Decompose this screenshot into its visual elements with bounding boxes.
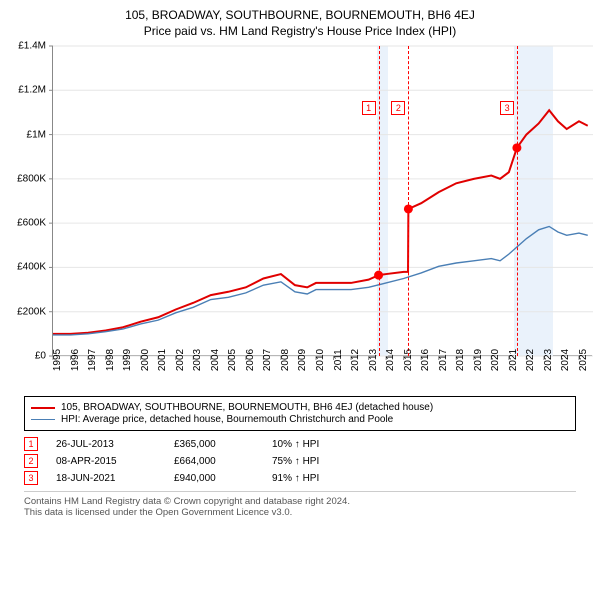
footer-line-2: This data is licensed under the Open Gov… [24, 507, 576, 518]
x-tick-label: 2018 [455, 349, 466, 371]
x-tick-label: 1997 [87, 349, 98, 371]
x-tick-label: 2009 [297, 349, 308, 371]
x-tick-label: 2016 [420, 349, 431, 371]
x-tick-label: 2021 [508, 349, 519, 371]
transaction-delta: 10% ↑ HPI [272, 439, 576, 450]
transaction-price: £365,000 [174, 439, 254, 450]
x-tick-label: 2006 [245, 349, 256, 371]
x-tick-label: 2002 [175, 349, 186, 371]
transaction-date: 08-APR-2015 [56, 456, 156, 467]
x-tick-label: 2010 [315, 349, 326, 371]
legend-label-1: 105, BROADWAY, SOUTHBOURNE, BOURNEMOUTH,… [61, 402, 433, 413]
chart-area: 123 £0£200K£400K£600K£800K£1M£1.2M£1.4M … [52, 46, 592, 386]
footer-line-1: Contains HM Land Registry data © Crown c… [24, 496, 576, 507]
x-tick-label: 2000 [140, 349, 151, 371]
legend: 105, BROADWAY, SOUTHBOURNE, BOURNEMOUTH,… [24, 396, 576, 431]
x-tick-label: 2019 [473, 349, 484, 371]
series-price_paid [53, 110, 588, 334]
x-tick-label: 1998 [105, 349, 116, 371]
x-tick-label: 2023 [543, 349, 554, 371]
x-tick-label: 1996 [70, 349, 81, 371]
footer: Contains HM Land Registry data © Crown c… [24, 491, 576, 518]
x-tick-label: 2024 [560, 349, 571, 371]
transaction-marker-3: 3 [500, 101, 514, 115]
x-tick-label: 1995 [52, 349, 63, 371]
x-tick-label: 2015 [403, 349, 414, 371]
transaction-price: £664,000 [174, 456, 254, 467]
plot-svg [53, 46, 593, 356]
y-tick-label: £1.2M [18, 85, 46, 96]
plot-region: 1 2 3 [52, 46, 592, 356]
legend-label-2: HPI: Average price, detached house, Bour… [61, 414, 393, 425]
chart-container: 105, BROADWAY, SOUTHBOURNE, BOURNEMOUTH,… [0, 0, 600, 590]
transaction-price: £940,000 [174, 473, 254, 484]
x-tick-label: 2003 [192, 349, 203, 371]
transactions-table: 1 26-JUL-2013 £365,000 10% ↑ HPI 2 08-APR-201… [24, 437, 576, 485]
transaction-marker-icon: 3 [24, 471, 38, 485]
transaction-marker-1: 1 [362, 101, 376, 115]
x-tick-label: 2005 [227, 349, 238, 371]
transaction-row: 2 08-APR-2015 £664,000 75% ↑ HPI [24, 454, 576, 468]
x-tick-label: 2013 [368, 349, 379, 371]
transaction-vline [517, 46, 518, 356]
transaction-delta: 91% ↑ HPI [272, 473, 576, 484]
transaction-vline [379, 46, 380, 356]
transaction-marker-2: 2 [391, 101, 405, 115]
x-tick-label: 2012 [350, 349, 361, 371]
x-tick-label: 2022 [525, 349, 536, 371]
legend-row-1: 105, BROADWAY, SOUTHBOURNE, BOURNEMOUTH,… [31, 402, 569, 413]
transaction-vline [408, 46, 409, 356]
transaction-marker-icon: 1 [24, 437, 38, 451]
x-tick-label: 2008 [280, 349, 291, 371]
x-tick-label: 2020 [490, 349, 501, 371]
x-tick-label: 2011 [333, 349, 344, 371]
y-tick-label: £1M [27, 129, 46, 140]
x-tick-label: 2001 [157, 349, 168, 371]
y-tick-label: £1.4M [18, 41, 46, 52]
x-tick-label: 2004 [210, 349, 221, 371]
y-tick-label: £200K [17, 306, 46, 317]
x-tick-label: 2014 [385, 349, 396, 371]
y-tick-label: £400K [17, 262, 46, 273]
x-tick-label: 1999 [122, 349, 133, 371]
y-tick-label: £600K [17, 218, 46, 229]
legend-swatch-2 [31, 419, 55, 420]
legend-swatch-1 [31, 407, 55, 409]
x-tick-label: 2017 [438, 349, 449, 371]
transaction-date: 18-JUN-2021 [56, 473, 156, 484]
transaction-row: 1 26-JUL-2013 £365,000 10% ↑ HPI [24, 437, 576, 451]
y-tick-label: £0 [35, 351, 46, 362]
x-tick-label: 2007 [262, 349, 273, 371]
y-tick-label: £800K [17, 173, 46, 184]
transaction-delta: 75% ↑ HPI [272, 456, 576, 467]
series-hpi [53, 226, 588, 335]
x-tick-label: 2025 [578, 349, 589, 371]
chart-subtitle: Price paid vs. HM Land Registry's House … [12, 24, 588, 38]
chart-title: 105, BROADWAY, SOUTHBOURNE, BOURNEMOUTH,… [12, 8, 588, 22]
transaction-row: 3 18-JUN-2021 £940,000 91% ↑ HPI [24, 471, 576, 485]
transaction-marker-icon: 2 [24, 454, 38, 468]
legend-row-2: HPI: Average price, detached house, Bour… [31, 414, 569, 425]
transaction-date: 26-JUL-2013 [56, 439, 156, 450]
